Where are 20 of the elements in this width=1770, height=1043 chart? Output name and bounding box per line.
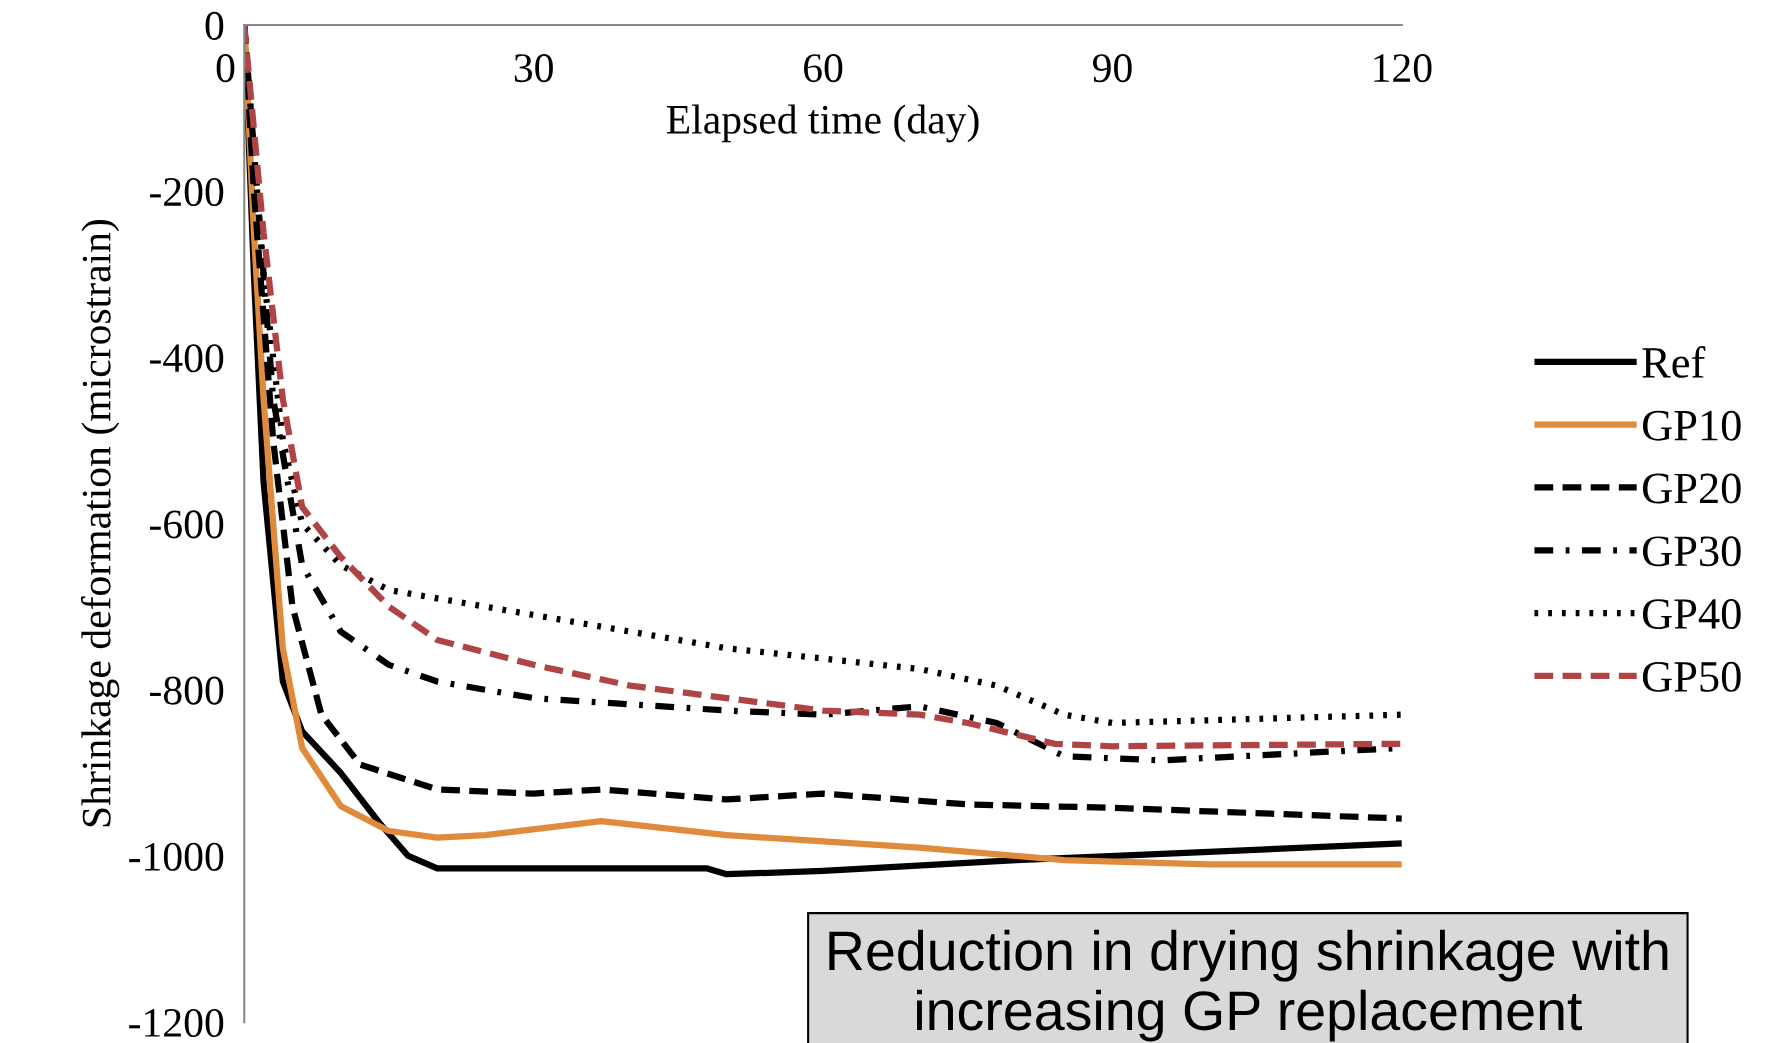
y-tick-label: 0 <box>205 11 224 40</box>
x-axis-title: Elapsed time (day) <box>666 104 979 143</box>
y-tick-label: -1000 <box>129 842 224 871</box>
x-tick-label: 120 <box>1374 54 1432 83</box>
legend-label: GP20 <box>1642 473 1741 504</box>
y-tick-label: -1200 <box>129 1008 224 1038</box>
y-tick-label: -600 <box>149 510 224 539</box>
y-axis-title: Shrinkage deformation (microstrain) <box>80 219 120 827</box>
x-tick-label: 60 <box>804 54 843 83</box>
y-tick-label: -200 <box>149 177 224 207</box>
annotation: Reduction in drying shrinkage with increasing GP replacement <box>829 929 1668 1042</box>
legend-label: GP40 <box>1642 599 1741 630</box>
x-tick-label: 90 <box>1092 54 1132 83</box>
legend-label: Ref <box>1642 346 1706 378</box>
legend-label: GP10 <box>1642 410 1741 441</box>
legend-label: GP30 <box>1642 536 1741 567</box>
y-tick-label: -400 <box>149 344 224 373</box>
legend-label: GP50 <box>1642 661 1741 692</box>
x-tick-label: 30 <box>514 54 553 83</box>
y-tick-label: -800 <box>149 676 224 705</box>
